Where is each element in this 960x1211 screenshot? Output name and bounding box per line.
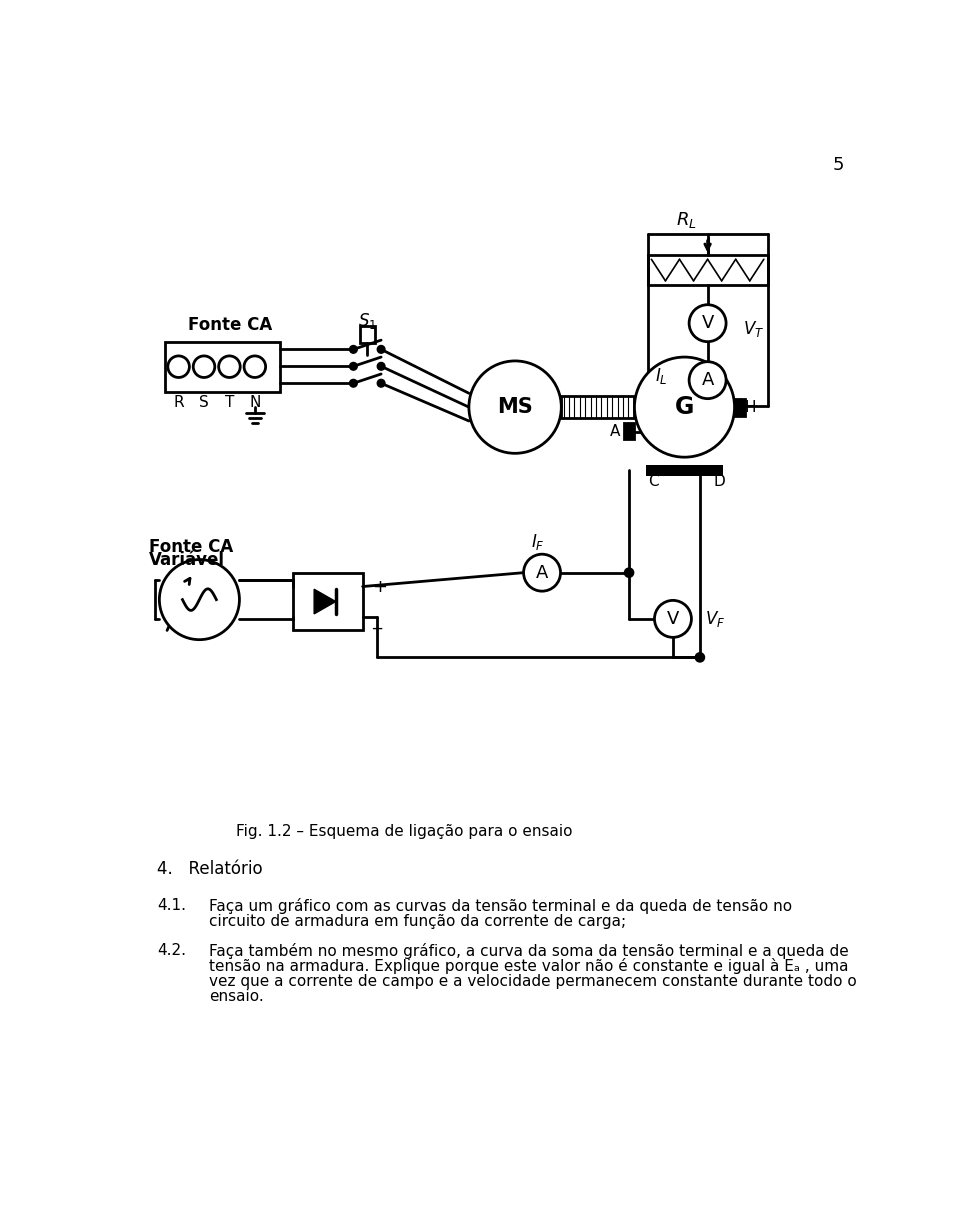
Text: 4.   Relatório: 4. Relatório bbox=[157, 860, 263, 878]
Text: S: S bbox=[199, 395, 209, 411]
Text: 4.1.: 4.1. bbox=[157, 899, 186, 913]
Bar bbox=[648, 256, 768, 285]
Text: A: A bbox=[702, 371, 714, 389]
Bar bbox=[360, 326, 375, 343]
Circle shape bbox=[468, 361, 562, 453]
Circle shape bbox=[193, 356, 215, 378]
Circle shape bbox=[377, 379, 385, 388]
Circle shape bbox=[377, 345, 385, 354]
Text: R: R bbox=[174, 395, 184, 411]
Text: MS: MS bbox=[497, 397, 533, 417]
Text: Faça um gráfico com as curvas da tensão terminal e da queda de tensão no: Faça um gráfico com as curvas da tensão … bbox=[208, 899, 792, 914]
Text: 5: 5 bbox=[832, 155, 844, 173]
Text: A: A bbox=[610, 424, 620, 440]
Circle shape bbox=[689, 362, 726, 398]
Circle shape bbox=[219, 356, 240, 378]
Text: Fig. 1.2 – Esquema de ligação para o ensaio: Fig. 1.2 – Esquema de ligação para o ens… bbox=[236, 825, 573, 839]
Circle shape bbox=[349, 379, 357, 388]
Text: $S_1$: $S_1$ bbox=[358, 311, 376, 331]
Text: V: V bbox=[667, 610, 679, 627]
Polygon shape bbox=[314, 590, 336, 614]
Circle shape bbox=[168, 356, 189, 378]
Circle shape bbox=[523, 555, 561, 591]
Bar bbox=[734, 400, 745, 417]
Circle shape bbox=[635, 357, 734, 458]
Text: G: G bbox=[675, 395, 694, 419]
Text: Fonte CA: Fonte CA bbox=[188, 316, 272, 334]
Text: Variável: Variável bbox=[150, 551, 226, 569]
Text: circuito de armadura em função da corrente de carga;: circuito de armadura em função da corren… bbox=[208, 914, 626, 929]
Bar bbox=[165, 342, 280, 391]
Text: C: C bbox=[648, 475, 659, 489]
Text: T: T bbox=[225, 395, 234, 411]
Text: N: N bbox=[250, 395, 260, 411]
Text: $V_T$: $V_T$ bbox=[743, 320, 764, 339]
Bar bbox=[624, 423, 635, 440]
Text: $I_F$: $I_F$ bbox=[531, 532, 545, 552]
Text: A: A bbox=[536, 563, 548, 581]
Circle shape bbox=[349, 345, 357, 354]
Bar bbox=[294, 573, 363, 631]
Text: _: _ bbox=[372, 610, 381, 629]
Bar bbox=[562, 396, 635, 418]
Circle shape bbox=[244, 356, 266, 378]
Text: $I_L$: $I_L$ bbox=[655, 366, 667, 386]
Text: tensão na armadura. Explique porque este valor não é constante e igual à Eₐ , um: tensão na armadura. Explique porque este… bbox=[208, 958, 848, 975]
Text: H: H bbox=[744, 401, 756, 415]
Circle shape bbox=[377, 362, 385, 371]
Circle shape bbox=[689, 305, 726, 342]
Bar bbox=[646, 465, 723, 476]
Text: +: + bbox=[372, 578, 387, 596]
Circle shape bbox=[695, 653, 705, 662]
Circle shape bbox=[655, 601, 691, 637]
Text: Fonte CA: Fonte CA bbox=[150, 538, 233, 556]
Text: 4.2.: 4.2. bbox=[157, 943, 186, 958]
Circle shape bbox=[159, 559, 239, 639]
Circle shape bbox=[624, 568, 634, 578]
Text: $R_L$: $R_L$ bbox=[676, 210, 696, 230]
Text: Faça também no mesmo gráfico, a curva da soma da tensão terminal e a queda de: Faça também no mesmo gráfico, a curva da… bbox=[208, 943, 849, 959]
Text: vez que a corrente de campo e a velocidade permanecem constante durante todo o: vez que a corrente de campo e a velocida… bbox=[208, 974, 856, 989]
Text: V: V bbox=[702, 314, 714, 332]
Text: D: D bbox=[713, 475, 725, 489]
Circle shape bbox=[349, 362, 357, 371]
Text: $V_F$: $V_F$ bbox=[706, 609, 726, 629]
Text: ensaio.: ensaio. bbox=[208, 989, 263, 1004]
